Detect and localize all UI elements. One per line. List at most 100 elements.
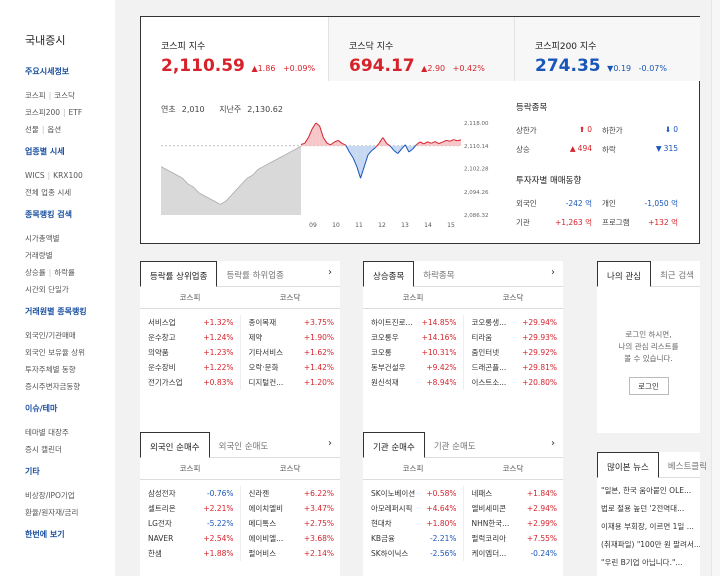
tab-best-click[interactable]: 베스트클릭 [667,462,707,472]
item-name[interactable]: 종이목재 [248,318,277,327]
item-name[interactable]: 에이치엘비 [248,504,284,513]
sidebar-link[interactable]: 코스피200 [25,108,61,117]
sidebar-link[interactable]: WICS [25,171,45,180]
item-name[interactable]: 펄어비스 [248,549,277,558]
panel-tab[interactable]: 기관 순매도 [433,442,476,452]
chevron-right-icon[interactable]: › [328,267,332,278]
item-name[interactable]: 네패스 [471,489,493,498]
sidebar-link[interactable]: 코스피 [25,91,46,100]
list-item[interactable]: 원신석재 +8.94% [371,375,457,390]
list-item[interactable]: 케이엠더... -0.24% [472,546,558,561]
panel-tab[interactable]: 상승종목 [363,261,415,287]
item-name[interactable]: 신라젠 [248,489,270,498]
list-item[interactable]: 에이비엘... +3.68% [249,531,335,546]
sidebar-section-title[interactable]: 거래원별 종목랭킹 [25,307,87,316]
item-name[interactable]: 케이엠더... [471,549,507,558]
panel-tab[interactable]: 등락률 상위업종 [140,261,218,287]
sidebar-section-title[interactable]: 이슈/테마 [25,404,58,413]
list-item[interactable]: 셀트리온 +2.21% [148,501,234,516]
sidebar-link[interactable]: 투자주체별 동향 [25,365,76,374]
list-item[interactable]: 드래곤플... +29.81% [472,360,558,375]
sidebar-section-title[interactable]: 종목랭킹 검색 [25,210,72,219]
chevron-right-icon[interactable]: › [328,438,332,449]
news-item[interactable]: "우린 B기업 아닙니다."... [601,558,683,567]
list-item[interactable]: 운수창고 +1.24% [148,330,234,345]
item-name[interactable]: 이스트소... [471,378,507,387]
tab-my-interest[interactable]: 나의 관심 [597,261,651,287]
item-name[interactable]: SK이노베이션 [371,489,416,498]
item-name[interactable]: 디지털컨... [248,378,284,387]
sidebar-link[interactable]: 외국인 보유율 상위 [25,348,85,357]
item-name[interactable]: 코오롱생... [471,318,507,327]
sidebar-link[interactable]: 거래량별 [25,251,53,260]
list-item[interactable]: 펄럭코리아 +7.55% [472,531,558,546]
item-name[interactable]: 아모레퍼시픽 [371,504,413,513]
item-name[interactable]: 원신석재 [371,378,399,387]
list-item[interactable]: 아모레퍼시픽 +4.64% [371,501,457,516]
sidebar-section-title[interactable]: 업종별 시세 [25,147,65,156]
sidebar-link[interactable]: 외국인/기관매매 [25,331,76,340]
list-item[interactable]: SK하이닉스 -2.56% [371,546,457,561]
list-item[interactable]: 펄어비스 +2.14% [249,546,335,561]
item-name[interactable]: 운수창고 [148,333,176,342]
list-item[interactable]: 신라젠 +6.22% [249,486,335,501]
list-item[interactable]: 오락·문화 +1.42% [249,360,335,375]
tab-popular-news[interactable]: 많이본 뉴스 [597,452,659,478]
sidebar-link[interactable]: 하락률 [54,268,75,277]
list-item[interactable]: 의약품 +1.23% [148,345,234,360]
item-name[interactable]: 코오롱 [371,348,392,357]
item-name[interactable]: 기타서비스 [248,348,284,357]
item-name[interactable]: 엘비세미콘 [471,504,507,513]
sidebar-link[interactable]: 상승률 [25,268,46,277]
item-name[interactable]: 삼성전자 [148,489,176,498]
list-item[interactable]: NAVER +2.54% [148,531,234,546]
sidebar-link[interactable]: 선물 [25,125,39,134]
item-name[interactable]: 동부건설우 [371,363,406,372]
item-name[interactable]: 의약품 [148,348,169,357]
item-name[interactable]: 드래곤플... [471,363,507,372]
list-item[interactable]: 삼성전자 -0.76% [148,486,234,501]
item-name[interactable]: 제약 [248,333,263,342]
item-name[interactable]: 에이비엘... [248,534,284,543]
list-item[interactable]: 네패스 +1.84% [472,486,558,501]
news-item[interactable]: "일본, 한국 움아붙인 OLE... [601,486,692,495]
list-item[interactable]: 코오롱 +10.31% [371,345,457,360]
item-name[interactable]: SK하이닉스 [371,549,409,558]
sidebar-link[interactable]: 옵션 [47,125,62,134]
list-item[interactable]: 전기가스업 +0.83% [148,375,234,390]
list-item[interactable]: SK이노베이션 +0.58% [371,486,457,501]
item-name[interactable]: 오락·문화 [248,363,279,372]
sidebar-link[interactable]: ETF [68,108,83,117]
item-name[interactable]: NHN한국... [471,519,510,528]
sidebar-link[interactable]: 비상장/IPO기업 [25,491,75,500]
item-name[interactable]: 메디톡스 [248,519,277,528]
tab-recent-search[interactable]: 최근 검색 [659,271,694,281]
item-name[interactable]: 코오롱우 [371,333,399,342]
sidebar-link[interactable]: 환율/원자재/금리 [25,508,79,517]
tab-kosdaq[interactable]: 코스닥 지수 694.17 ▲2.90 +0.42% [328,17,514,81]
sidebar-link[interactable]: 시가총액별 [25,234,60,243]
item-name[interactable]: 서비스업 [148,318,176,327]
sidebar-link[interactable]: KRX100 [53,171,83,180]
sidebar-link[interactable]: 전체 업종 시세 [25,188,72,197]
item-name[interactable]: 셀트리온 [148,504,176,513]
sidebar-link[interactable]: 증시 캘린더 [25,445,62,454]
sidebar-link[interactable]: 증시주변자금동향 [25,382,81,391]
panel-tab[interactable]: 등락률 하위업종 [226,271,284,281]
item-name[interactable]: NAVER [148,534,174,543]
list-item[interactable]: 운수장비 +1.22% [148,360,234,375]
scrollbar[interactable] [711,0,720,576]
list-item[interactable]: 동부건설우 +9.42% [371,360,457,375]
item-name[interactable]: 한샘 [148,549,162,558]
list-item[interactable]: 서비스업 +1.32% [148,315,234,330]
list-item[interactable]: 이스트소... +20.80% [472,375,558,390]
chevron-right-icon[interactable]: › [551,267,555,278]
list-item[interactable]: 코오롱우 +14.16% [371,330,457,345]
list-item[interactable]: 종이목재 +3.75% [249,315,335,330]
list-item[interactable]: 한샘 +1.88% [148,546,234,561]
tab-kospi[interactable]: 코스피 지수 2,110.59 ▲1.86 +0.09% [141,17,328,81]
list-item[interactable]: 하이트진로... +14.85% [371,315,457,330]
list-item[interactable]: 코오롱생... +29.94% [472,315,558,330]
sidebar-link[interactable]: 코스닥 [54,91,75,100]
news-item[interactable]: (취재파일) "100만 원 팔려서... [601,540,700,549]
